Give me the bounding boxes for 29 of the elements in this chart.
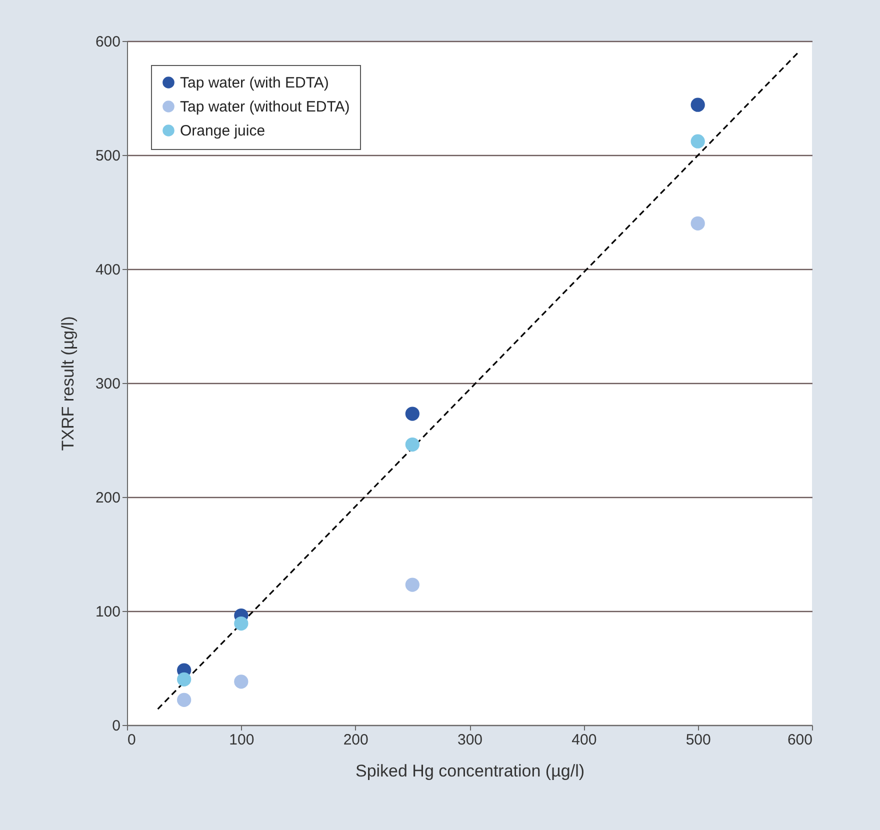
- point: [690, 134, 705, 148]
- legend-label: Tap water (with EDTA): [180, 74, 329, 92]
- x-tick-label: 400: [572, 732, 597, 748]
- y-tick-label: 600: [95, 34, 120, 50]
- y-tick-label: 100: [95, 604, 120, 620]
- point: [690, 216, 705, 230]
- y-tick-label: 500: [95, 148, 120, 164]
- x-tick-label: 0: [128, 732, 136, 748]
- point: [405, 578, 420, 592]
- x-axis-title: Spiked Hg concentration (µg/l): [355, 762, 585, 780]
- y-tick-label: 0: [112, 718, 120, 734]
- point: [234, 616, 248, 631]
- x-tick-label: 600: [787, 732, 812, 748]
- y-tick-label: 400: [95, 262, 120, 278]
- x-tick-label: 200: [343, 732, 368, 748]
- point: [405, 406, 420, 421]
- point: [405, 438, 420, 452]
- point: [177, 692, 192, 707]
- x-tick-label: 100: [229, 732, 254, 748]
- legend-label: Tap water (without EDTA): [180, 98, 350, 116]
- y-tick-label: 200: [95, 490, 120, 506]
- point: [177, 672, 192, 686]
- x-tick-label: 300: [457, 732, 483, 748]
- legend-label: Orange juice: [180, 122, 266, 140]
- x-tick-label: 500: [686, 732, 711, 748]
- point: [234, 674, 248, 689]
- point: [690, 98, 705, 112]
- y-axis-title: TXRF result (µg/l): [58, 316, 78, 451]
- y-tick-label: 300: [95, 376, 120, 392]
